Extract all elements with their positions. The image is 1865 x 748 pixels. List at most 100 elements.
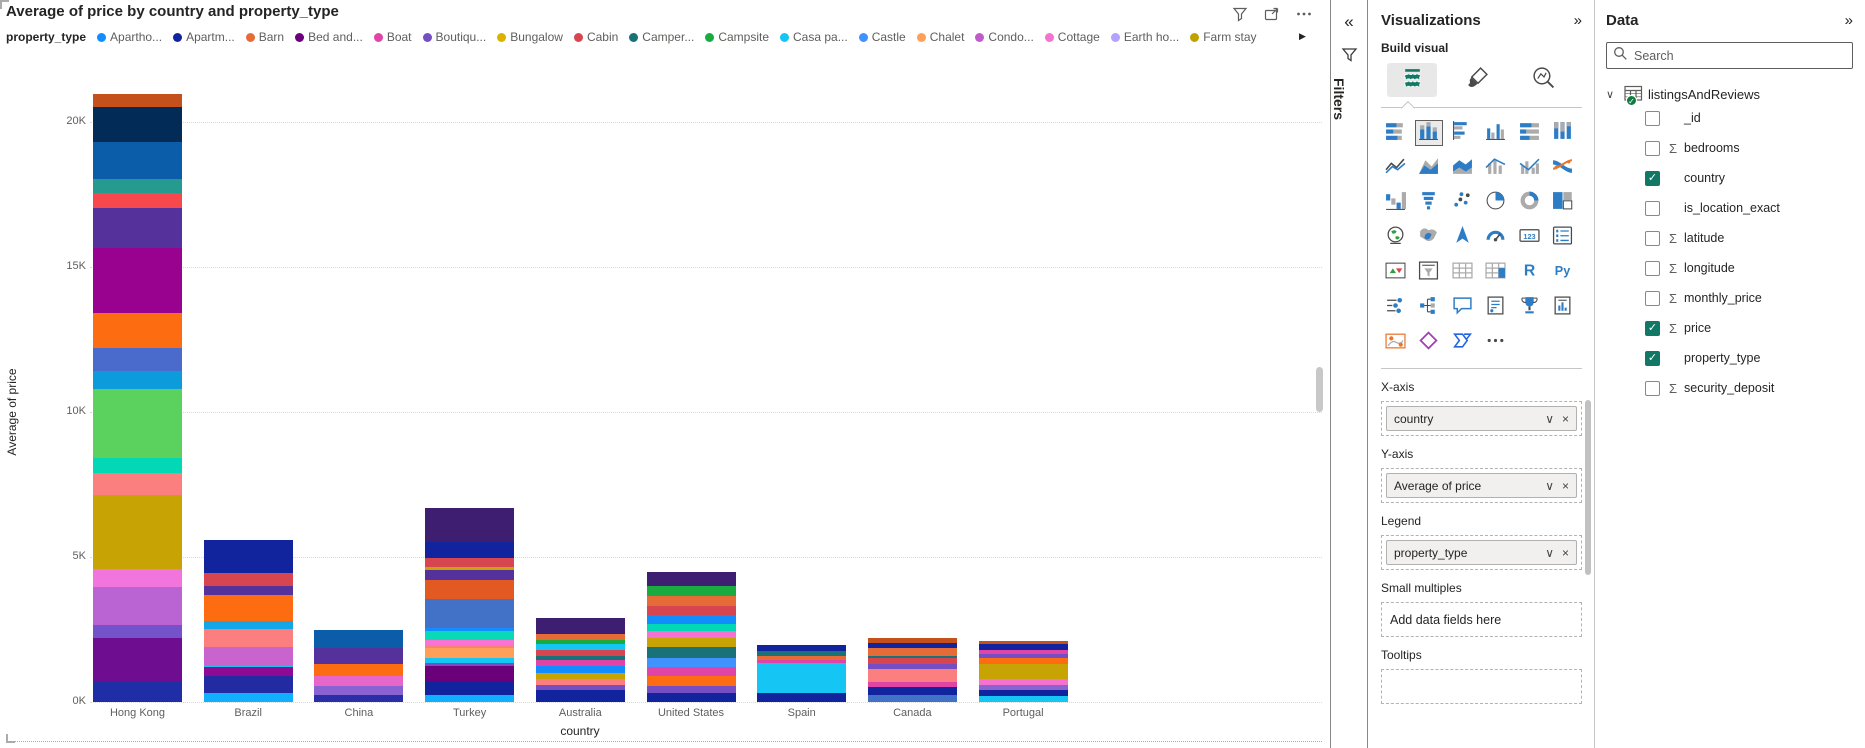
bar-segment[interactable] xyxy=(757,655,847,660)
bar-segment[interactable] xyxy=(978,654,1068,659)
bar-segment[interactable] xyxy=(978,658,1068,665)
bar-segment[interactable] xyxy=(93,193,182,208)
bar-segment[interactable] xyxy=(314,629,404,649)
bar-segment[interactable] xyxy=(867,648,957,656)
legend-item[interactable]: Farm stay xyxy=(1190,30,1257,44)
bar-brazil[interactable] xyxy=(203,539,293,702)
visual-type-power-apps[interactable] xyxy=(1415,330,1443,356)
bar-segment[interactable] xyxy=(425,567,515,570)
visual-type-r-script-visual[interactable]: R xyxy=(1515,260,1543,286)
pill-remove-icon[interactable]: × xyxy=(1561,545,1569,560)
bar-segment[interactable] xyxy=(93,178,182,194)
well-placeholder[interactable] xyxy=(1386,674,1577,699)
bar-segment[interactable] xyxy=(314,664,404,676)
field-checkbox-_id[interactable] xyxy=(1645,110,1660,126)
bar-segment[interactable] xyxy=(757,693,847,702)
visual-type-line-chart[interactable] xyxy=(1381,155,1409,181)
bar-segment[interactable] xyxy=(425,694,515,702)
visual-resize-handle-top-left[interactable] xyxy=(0,0,9,9)
legend-item[interactable]: Bed and... xyxy=(295,30,363,44)
bar-segment[interactable] xyxy=(203,675,293,694)
bar-segment[interactable] xyxy=(425,580,515,599)
visual-type-scatter-chart[interactable] xyxy=(1448,190,1476,216)
bar-segment[interactable] xyxy=(314,694,404,702)
field-checkbox-monthly_price[interactable] xyxy=(1645,290,1660,306)
visual-type-funnel-chart[interactable] xyxy=(1415,190,1443,216)
bar-segment[interactable] xyxy=(93,248,182,314)
bar-segment[interactable] xyxy=(203,693,293,702)
bar-segment[interactable] xyxy=(203,629,293,647)
visual-type-map[interactable] xyxy=(1381,225,1409,251)
bar-segment[interactable] xyxy=(425,630,515,640)
visual-type-ribbon-chart[interactable] xyxy=(1549,155,1577,181)
bar-segment[interactable] xyxy=(203,620,293,630)
legend-scroll-arrow-icon[interactable]: ▶ xyxy=(1299,31,1306,41)
search-input[interactable]: Search xyxy=(1606,42,1853,69)
bar-canada[interactable] xyxy=(867,638,957,702)
bar-segment[interactable] xyxy=(978,643,1068,650)
bar-segment[interactable] xyxy=(203,646,293,666)
field-checkbox-latitude[interactable] xyxy=(1645,230,1660,246)
bar-segment[interactable] xyxy=(757,645,847,652)
bar-segment[interactable] xyxy=(646,646,736,659)
visual-type-matrix[interactable] xyxy=(1482,260,1510,286)
visual-type-stacked-bar-chart[interactable] xyxy=(1381,120,1409,146)
tab-format-visual[interactable] xyxy=(1453,63,1503,97)
legend-item[interactable]: Bungalow xyxy=(497,30,563,44)
bar-segment[interactable] xyxy=(867,687,957,695)
bar-segment[interactable] xyxy=(978,664,1068,679)
legend-item[interactable]: Camper... xyxy=(629,30,694,44)
tab-add-analytics[interactable] xyxy=(1518,63,1568,97)
field-checkbox-bedrooms[interactable] xyxy=(1645,140,1660,156)
bar-segment[interactable] xyxy=(425,570,515,581)
bar-segment[interactable] xyxy=(867,668,957,682)
bar-segment[interactable] xyxy=(93,142,182,179)
bar-segment[interactable] xyxy=(93,568,182,588)
bar-segment[interactable] xyxy=(757,651,847,656)
visual-type-treemap[interactable] xyxy=(1549,190,1577,216)
pill-dropdown-icon[interactable]: ∨ xyxy=(1545,478,1554,493)
bar-segment[interactable] xyxy=(646,623,736,631)
legend-item[interactable]: Apartm... xyxy=(173,30,235,44)
legend-item[interactable]: Barn xyxy=(245,30,284,44)
bar-segment[interactable] xyxy=(203,572,293,586)
bar-segment[interactable] xyxy=(646,630,736,639)
bar-segment[interactable] xyxy=(646,586,736,597)
bar-segment[interactable] xyxy=(535,639,625,644)
field-row-country[interactable]: ✓ country xyxy=(1606,163,1853,193)
bar-segment[interactable] xyxy=(867,655,957,659)
bar-segment[interactable] xyxy=(757,662,847,694)
bar-segment[interactable] xyxy=(425,627,515,631)
visual-type-clustered-column-chart[interactable] xyxy=(1482,120,1510,146)
bar-segment[interactable] xyxy=(535,649,625,656)
legend-item[interactable]: Cottage xyxy=(1044,30,1100,44)
bar-segment[interactable] xyxy=(535,617,625,634)
visualizations-scrollbar-thumb[interactable] xyxy=(1585,400,1591,575)
bar-segment[interactable] xyxy=(93,94,182,108)
visual-type-line-and-clustered-column-chart[interactable] xyxy=(1515,155,1543,181)
bar-australia[interactable] xyxy=(535,617,625,702)
bar-segment[interactable] xyxy=(535,678,625,685)
field-pill-country[interactable]: country ∨ × xyxy=(1386,406,1577,431)
table-listingsAndReviews[interactable]: ∨ ✓ listingsAndReviews xyxy=(1606,85,1760,106)
visual-type-pie-chart[interactable] xyxy=(1482,190,1510,216)
visual-resize-handle-bottom-left[interactable] xyxy=(6,734,15,743)
bar-segment[interactable] xyxy=(978,696,1068,702)
bar-segment[interactable] xyxy=(867,638,957,643)
visual-type-waterfall-chart[interactable] xyxy=(1381,190,1409,216)
visual-type-more-visuals[interactable] xyxy=(1482,330,1510,356)
bar-segment[interactable] xyxy=(314,686,404,695)
bar-segment[interactable] xyxy=(535,659,625,666)
bar-turkey[interactable] xyxy=(425,507,515,702)
legend-item[interactable]: Earth ho... xyxy=(1110,30,1179,44)
legend-item[interactable]: Campsite xyxy=(705,30,769,44)
field-pill-average-of-price[interactable]: Average of price ∨ × xyxy=(1386,473,1577,498)
bar-segment[interactable] xyxy=(867,694,957,702)
bar-segment[interactable] xyxy=(93,371,182,389)
field-checkbox-property_type[interactable]: ✓ xyxy=(1645,350,1660,366)
visual-type-donut-chart[interactable] xyxy=(1515,190,1543,216)
field-row-_id[interactable]: _id xyxy=(1606,103,1853,133)
visual-type-100-stacked-bar-chart[interactable] xyxy=(1515,120,1543,146)
